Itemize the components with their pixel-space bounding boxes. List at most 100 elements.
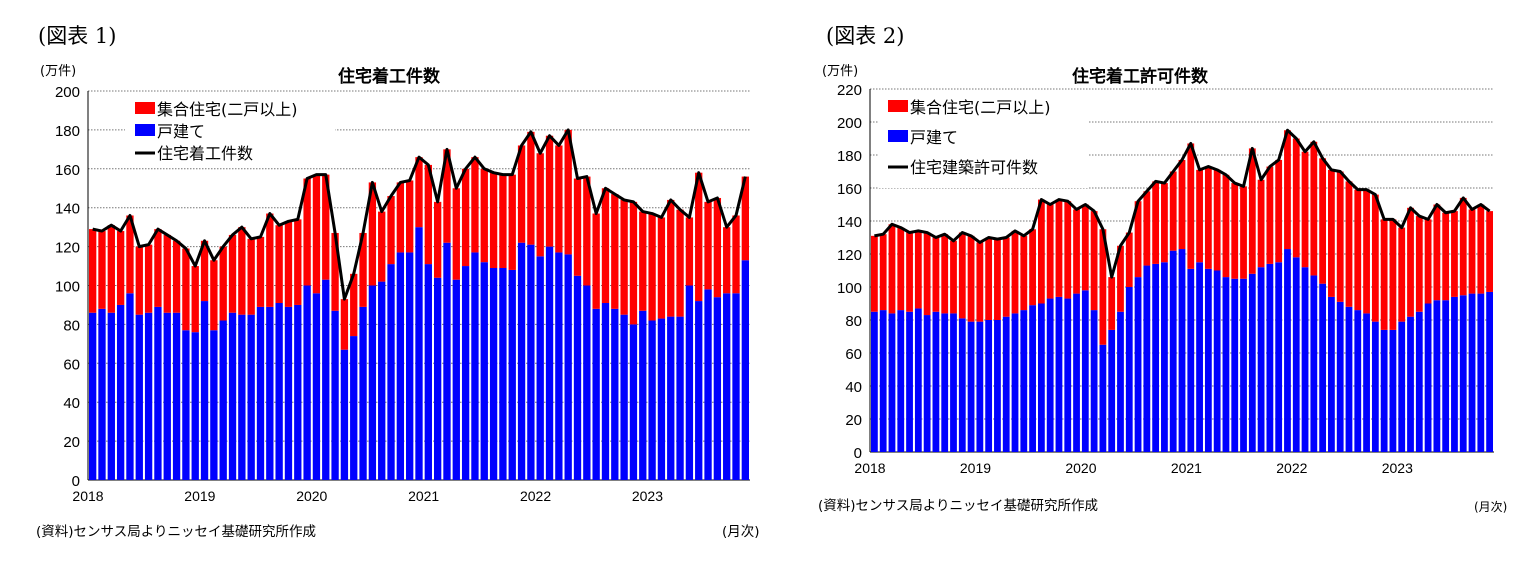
bar-multi-family: [1196, 169, 1203, 263]
bar-single-family: [89, 312, 97, 480]
bar-multi-family: [564, 129, 572, 255]
bar-multi-family: [1459, 197, 1467, 296]
bar-multi-family: [592, 213, 600, 309]
bar-multi-family: [1143, 191, 1151, 266]
bar-single-family: [461, 266, 470, 480]
legend-swatch: [888, 100, 908, 112]
bar-multi-family: [950, 240, 957, 314]
bar-single-family: [932, 311, 940, 452]
bar-multi-family: [98, 231, 106, 309]
y-tick-label: 20: [845, 412, 862, 429]
bar-single-family: [517, 242, 526, 480]
bar-single-family: [126, 293, 134, 480]
bar-multi-family: [1029, 229, 1036, 306]
bar-single-family: [1055, 296, 1063, 452]
bar-single-family: [1169, 250, 1177, 452]
bar-single-family: [1407, 316, 1414, 452]
bar-single-family: [1081, 290, 1089, 452]
x-unit-label-1: (月次): [722, 524, 760, 540]
bar-single-family: [499, 267, 507, 480]
x-tick-label: 2018: [854, 460, 885, 476]
bar-multi-family: [906, 232, 913, 312]
bar-single-family: [228, 312, 237, 480]
bar-single-family: [1301, 267, 1309, 452]
bar-multi-family: [1011, 230, 1019, 314]
bar-multi-family: [294, 219, 302, 305]
bar-multi-family: [573, 178, 582, 276]
bar-single-family: [985, 320, 993, 452]
bar-single-family: [116, 304, 125, 480]
bar-single-family: [906, 311, 913, 452]
bar-single-family: [154, 306, 162, 480]
bar-multi-family: [312, 174, 321, 294]
bar-multi-family: [657, 217, 666, 319]
bar-single-family: [433, 277, 442, 480]
legend-background: [125, 94, 335, 166]
legend-label: 集合住宅(二戸以上): [157, 100, 298, 119]
bar-single-family: [443, 242, 451, 480]
bar-single-family: [1468, 293, 1476, 452]
bar-multi-family: [303, 178, 311, 286]
bar-single-family: [1213, 270, 1221, 452]
bar-single-family: [967, 321, 975, 452]
bar-single-family: [1477, 293, 1485, 452]
y-tick-label: 40: [845, 379, 862, 396]
y-tick-label: 200: [55, 84, 80, 101]
bar-multi-family: [1310, 141, 1318, 276]
bar-multi-family: [1161, 183, 1168, 263]
bar-multi-family: [1389, 219, 1397, 330]
bar-single-family: [1284, 249, 1291, 452]
bar-single-family: [1011, 313, 1019, 452]
bar-single-family: [191, 332, 199, 480]
bar-multi-family: [1328, 169, 1335, 297]
x-tick-label: 2023: [1382, 460, 1413, 476]
bar-single-family: [1152, 263, 1160, 452]
bar-single-family: [144, 312, 153, 480]
legend-label: 集合住宅(二戸以上): [910, 98, 1051, 117]
bar-single-family: [480, 262, 488, 480]
x-tick-label: 2018: [72, 488, 103, 504]
bar-multi-family: [1134, 201, 1142, 278]
bar-single-family: [284, 306, 293, 480]
bar-multi-family: [461, 168, 470, 267]
bar-single-family: [107, 312, 115, 480]
bar-single-family: [1371, 321, 1379, 452]
bar-multi-family: [499, 174, 507, 268]
bar-single-family: [564, 254, 572, 480]
bar-multi-family: [629, 201, 638, 325]
bar-single-family: [415, 227, 423, 480]
bar-multi-family: [210, 260, 218, 331]
bar-multi-family: [219, 246, 227, 321]
bar-single-family: [1266, 263, 1274, 452]
bar-multi-family: [1407, 207, 1414, 317]
bar-multi-family: [1319, 158, 1327, 284]
legend-swatch: [888, 130, 908, 142]
bar-single-family: [340, 349, 349, 480]
bar-single-family: [573, 275, 582, 480]
bar-multi-family: [284, 221, 293, 307]
bar-single-family: [1029, 305, 1036, 452]
bar-multi-family: [1354, 189, 1362, 311]
bar-multi-family: [1037, 199, 1045, 304]
y-tick-label: 200: [837, 115, 862, 132]
bar-multi-family: [1442, 212, 1450, 301]
bar-multi-family: [1301, 151, 1309, 268]
bar-multi-family: [741, 176, 749, 261]
bar-multi-family: [583, 176, 591, 286]
bar-multi-family: [1073, 209, 1080, 294]
bar-single-family: [695, 301, 703, 480]
bar-single-family: [294, 304, 302, 480]
bar-multi-family: [976, 242, 984, 322]
bar-multi-family: [527, 131, 535, 245]
x-tick-label: 2022: [1276, 460, 1307, 476]
bar-multi-family: [1002, 237, 1010, 317]
bar-multi-family: [172, 240, 181, 313]
x-tick-label: 2020: [296, 488, 327, 504]
bar-multi-family: [433, 201, 442, 278]
bar-multi-family: [489, 172, 498, 268]
source-note-1: (資料)センサス局よりニッセイ基礎研究所作成: [36, 524, 316, 540]
x-tick-label: 2021: [408, 488, 439, 504]
bar-single-family: [1240, 278, 1247, 452]
bar-single-family: [1442, 300, 1450, 452]
bar-single-family: [1125, 287, 1133, 452]
